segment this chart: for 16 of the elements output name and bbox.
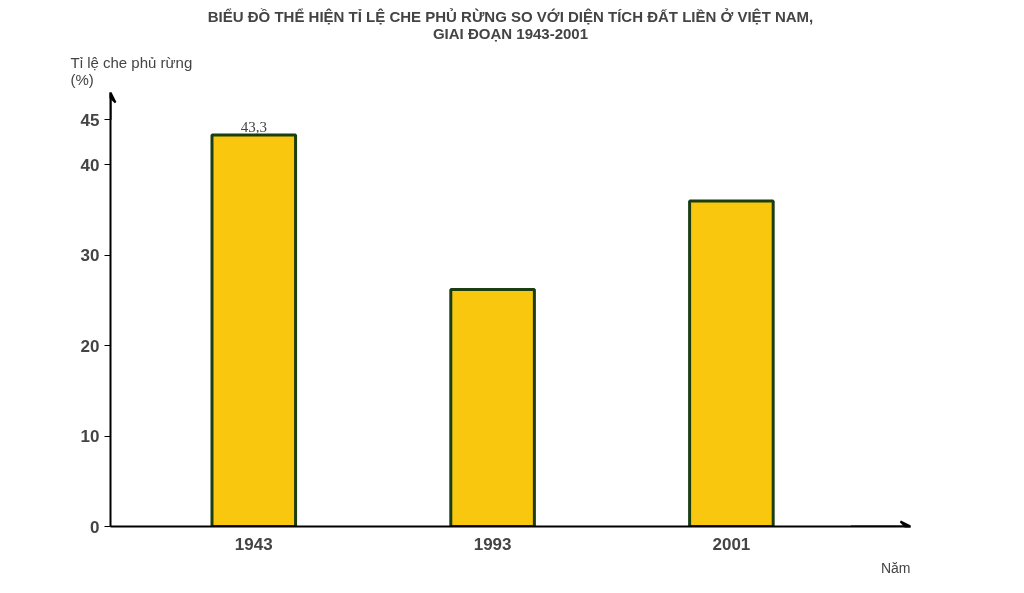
y-axis-title: Tỉ lệ che phủ rừng (%) — [70, 53, 193, 88]
x-axis-title: Năm — [880, 559, 911, 576]
y-tick-label: 10 — [80, 427, 100, 447]
y-tick-label: 20 — [80, 336, 100, 356]
y-tick-label: 30 — [80, 246, 100, 266]
x-tick-label: 1993 — [473, 534, 512, 554]
y-tick-label: 40 — [80, 155, 100, 175]
bar — [210, 133, 298, 527]
bar — [688, 199, 775, 527]
y-tick-label: 0 — [90, 517, 100, 537]
x-tick-label: 2001 — [712, 534, 751, 554]
bar — [449, 288, 536, 527]
x-tick-label: 1943 — [234, 534, 273, 554]
data-label: 43,3 — [240, 119, 267, 135]
chart-title: BIỂU ĐỒ THỂ HIỆN TỈ LỆ CHE PHỦ RỪNG SO VỚI DIỆN TÍCH ĐẤT LIỀN Ở VIỆT NAM, GIAI ĐOẠN 1943-2001 — [207, 7, 814, 42]
y-tick-label: 45 — [80, 110, 100, 130]
